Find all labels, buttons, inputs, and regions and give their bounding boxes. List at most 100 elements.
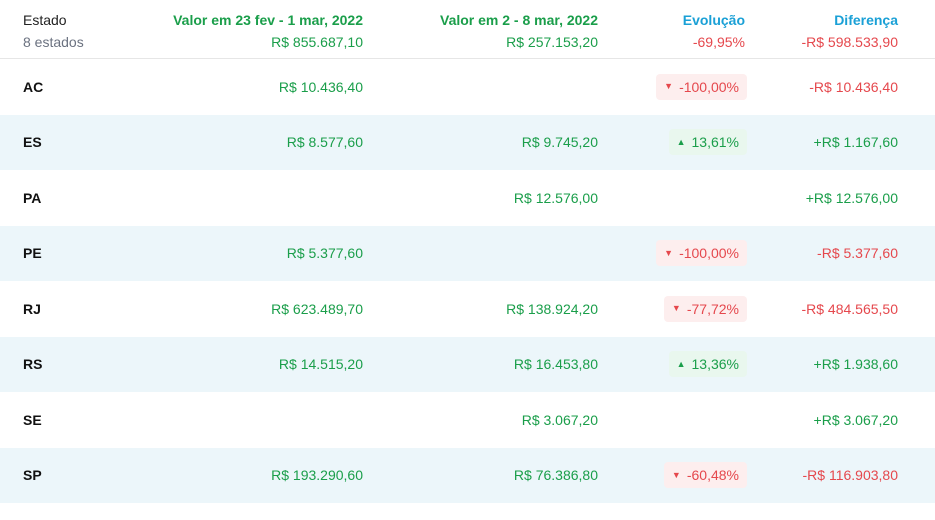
evolucao-badge: ▼ -60,48% bbox=[663, 462, 747, 489]
period2-value-cell: R$ 12.576,00 bbox=[363, 190, 598, 206]
evolucao-total: -69,95% bbox=[692, 34, 745, 50]
evolucao-value: -100,00% bbox=[679, 245, 739, 262]
period1-value-cell: R$ 623.489,70 bbox=[125, 301, 363, 317]
period1-value-cell: R$ 193.290,60 bbox=[125, 467, 363, 483]
evolucao-cell: ▼ -100,00% bbox=[598, 73, 747, 100]
estado-code: SP bbox=[23, 467, 42, 484]
evolucao-badge: ▲ 13,36% bbox=[668, 351, 747, 378]
diferenca-value: -R$ 10.436,40 bbox=[809, 78, 898, 95]
period2-value-cell: R$ 76.386,80 bbox=[363, 467, 598, 483]
period2-total: R$ 257.153,20 bbox=[506, 34, 598, 50]
estado-cell: PE bbox=[0, 245, 125, 261]
period1-header-title: Valor em 23 fev - 1 mar, 2022 bbox=[173, 12, 363, 28]
triangle-up-icon: ▲ bbox=[676, 358, 686, 369]
period1-value: R$ 193.290,60 bbox=[271, 467, 363, 484]
triangle-down-icon: ▼ bbox=[664, 247, 674, 258]
estado-count: 8 estados bbox=[23, 34, 84, 50]
table-row[interactable]: PE R$ 5.377,60 ▼ -100,00% -R$ 5.377,60 bbox=[0, 225, 935, 281]
period2-value: R$ 76.386,80 bbox=[513, 467, 598, 484]
diferenca-value: -R$ 484.565,50 bbox=[801, 300, 898, 317]
table-row[interactable]: RJ R$ 623.489,70 R$ 138.924,20 ▼ -77,72% -R$ … bbox=[0, 281, 935, 337]
period1-value-cell: R$ 5.377,60 bbox=[125, 245, 363, 261]
estado-code: PE bbox=[23, 245, 42, 262]
diferenca-value: -R$ 116.903,80 bbox=[802, 467, 898, 484]
estado-code: PA bbox=[23, 189, 42, 206]
table-header: Estado 8 estados Valor em 23 fev - 1 mar… bbox=[0, 0, 935, 59]
evolucao-value: -60,48% bbox=[686, 467, 739, 484]
evolucao-value: 13,36% bbox=[691, 356, 739, 373]
evolucao-badge: ▼ -100,00% bbox=[656, 73, 747, 100]
evolucao-cell: ▼ -60,48% bbox=[598, 462, 747, 489]
evolucao-header-title: Evolução bbox=[682, 12, 745, 28]
estado-code: ES bbox=[23, 134, 42, 151]
diferenca-value: +R$ 3.067,20 bbox=[813, 411, 898, 428]
period1-value: R$ 14.515,20 bbox=[278, 356, 363, 373]
period2-value-cell: R$ 16.453,80 bbox=[363, 356, 598, 372]
table-body: AC R$ 10.436,40 ▼ -100,00% -R$ 10.436,40 ES R$… bbox=[0, 59, 935, 503]
diferenca-header[interactable]: Diferença -R$ 598.533,90 bbox=[745, 0, 898, 58]
period2-header[interactable]: Valor em 2 - 8 mar, 2022 R$ 257.153,20 bbox=[363, 0, 598, 58]
estado-code: RS bbox=[23, 356, 43, 373]
evolucao-cell: ▼ -77,72% bbox=[598, 295, 747, 322]
estado-cell: RJ bbox=[0, 301, 125, 317]
period2-header-title: Valor em 2 - 8 mar, 2022 bbox=[440, 12, 598, 28]
diferenca-cell: -R$ 10.436,40 bbox=[745, 79, 898, 95]
estado-code: RJ bbox=[23, 300, 41, 317]
triangle-down-icon: ▼ bbox=[664, 81, 674, 92]
estado-cell: SP bbox=[0, 467, 125, 483]
evolucao-header[interactable]: Evolução -69,95% bbox=[598, 0, 745, 58]
period2-value-cell: R$ 3.067,20 bbox=[363, 412, 598, 428]
period1-total: R$ 855.687,10 bbox=[271, 34, 363, 50]
diferenca-cell: -R$ 116.903,80 bbox=[745, 467, 898, 483]
evolucao-cell: ▲ 13,61% bbox=[598, 129, 747, 156]
table-row[interactable]: ES R$ 8.577,60 R$ 9.745,20 ▲ 13,61% +R$ 1.167… bbox=[0, 114, 935, 170]
evolucao-badge: ▼ -100,00% bbox=[656, 240, 747, 267]
period1-value-cell: R$ 10.436,40 bbox=[125, 79, 363, 95]
diferenca-cell: +R$ 1.938,60 bbox=[745, 356, 898, 372]
diferenca-cell: +R$ 3.067,20 bbox=[745, 412, 898, 428]
evolucao-cell: ▼ -100,00% bbox=[598, 240, 747, 267]
estado-header-title: Estado bbox=[23, 12, 67, 28]
diferenca-cell: +R$ 1.167,60 bbox=[745, 134, 898, 150]
states-comparison-table: Estado 8 estados Valor em 23 fev - 1 mar… bbox=[0, 0, 935, 503]
evolucao-cell: ▲ 13,36% bbox=[598, 351, 747, 378]
diferenca-cell: -R$ 5.377,60 bbox=[745, 245, 898, 261]
triangle-down-icon: ▼ bbox=[671, 303, 681, 314]
evolucao-value: -100,00% bbox=[679, 78, 739, 95]
period2-value: R$ 138.924,20 bbox=[506, 300, 598, 317]
diferenca-value: -R$ 5.377,60 bbox=[817, 245, 898, 262]
period1-value: R$ 623.489,70 bbox=[271, 300, 363, 317]
period2-value: R$ 16.453,80 bbox=[513, 356, 598, 373]
estado-cell: SE bbox=[0, 412, 125, 428]
triangle-down-icon: ▼ bbox=[671, 469, 681, 480]
period2-value-cell: R$ 9.745,20 bbox=[363, 134, 598, 150]
evolucao-value: 13,61% bbox=[691, 134, 739, 151]
table-row[interactable]: SP R$ 193.290,60 R$ 76.386,80 ▼ -60,48% -R$ 1… bbox=[0, 447, 935, 503]
table-row[interactable]: SE R$ 3.067,20 +R$ 3.067,20 bbox=[0, 392, 935, 448]
estado-code: AC bbox=[23, 78, 44, 95]
period1-value-cell: R$ 14.515,20 bbox=[125, 356, 363, 372]
diferenca-value: +R$ 1.167,60 bbox=[813, 134, 898, 151]
estado-cell: AC bbox=[0, 79, 125, 95]
period2-value: R$ 9.745,20 bbox=[521, 134, 598, 151]
diferenca-value: +R$ 12.576,00 bbox=[805, 189, 898, 206]
estado-cell: PA bbox=[0, 190, 125, 206]
evolucao-badge: ▼ -77,72% bbox=[663, 295, 747, 322]
estado-cell: RS bbox=[0, 356, 125, 372]
estado-header[interactable]: Estado 8 estados bbox=[0, 0, 125, 58]
period1-value: R$ 10.436,40 bbox=[278, 78, 363, 95]
table-row[interactable]: RS R$ 14.515,20 R$ 16.453,80 ▲ 13,36% +R$ 1.9… bbox=[0, 336, 935, 392]
diferenca-value: +R$ 1.938,60 bbox=[813, 356, 898, 373]
table-row[interactable]: PA R$ 12.576,00 +R$ 12.576,00 bbox=[0, 170, 935, 226]
diferenca-cell: -R$ 484.565,50 bbox=[745, 301, 898, 317]
estado-code: SE bbox=[23, 411, 42, 428]
diferenca-cell: +R$ 12.576,00 bbox=[745, 190, 898, 206]
period1-value: R$ 8.577,60 bbox=[286, 134, 363, 151]
diferenca-total: -R$ 598.533,90 bbox=[801, 34, 898, 50]
estado-cell: ES bbox=[0, 134, 125, 150]
table-row[interactable]: AC R$ 10.436,40 ▼ -100,00% -R$ 10.436,40 bbox=[0, 59, 935, 115]
evolucao-badge: ▲ 13,61% bbox=[668, 129, 747, 156]
evolucao-value: -77,72% bbox=[686, 300, 739, 317]
period1-header[interactable]: Valor em 23 fev - 1 mar, 2022 R$ 855.687… bbox=[125, 0, 363, 58]
period2-value-cell: R$ 138.924,20 bbox=[363, 301, 598, 317]
